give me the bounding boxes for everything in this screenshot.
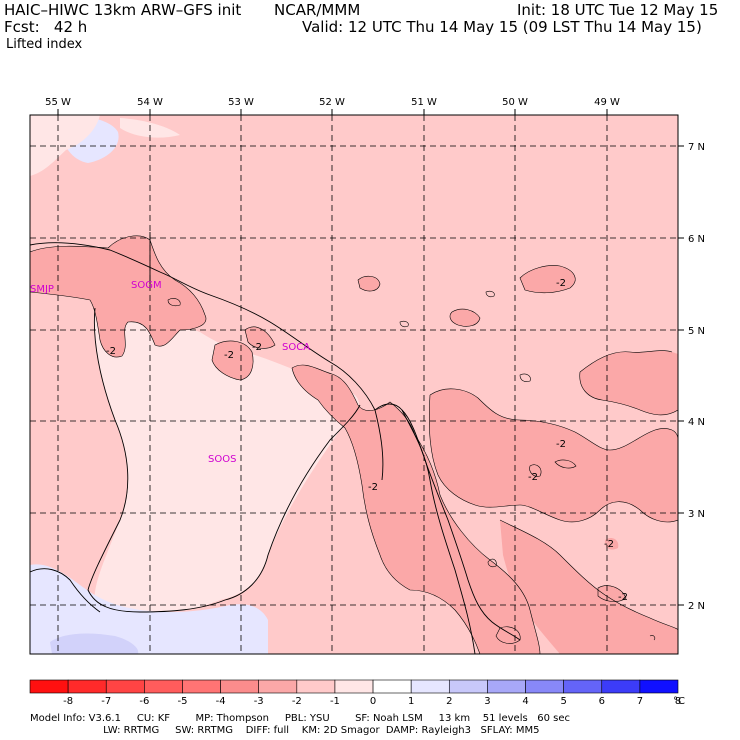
colorbar-swatch [448, 679, 488, 694]
colorbar-tick-label: 6 [599, 696, 605, 707]
contour-label: -2 [618, 592, 628, 603]
colorbar-tick-label: 4 [522, 696, 528, 707]
colorbar-tick-label: -7 [101, 696, 111, 707]
colorbar-tick-label: 2 [446, 696, 452, 707]
init-time: Init: 18 UTC Tue 12 May 15 [517, 1, 719, 19]
colorbar-unit: °C [673, 696, 685, 707]
colorbar-tick-label: -6 [139, 696, 149, 707]
colorbar-tick-label: 1 [408, 696, 414, 707]
lon-label: 50 W [502, 97, 528, 108]
colorbar-swatch [525, 679, 564, 694]
colorbar-tick-label: -1 [330, 696, 340, 707]
map-field [30, 115, 678, 654]
graticule [30, 115, 678, 654]
footer-line-1: Model Info: V3.6.1 CU: KF MP: Thompson P… [30, 713, 570, 724]
lon-label: 49 W [594, 97, 620, 108]
lon-label: 51 W [411, 97, 437, 108]
colorbar-tick-label: -4 [216, 696, 226, 707]
colorbar-swatch [220, 679, 260, 694]
colorbar-swatch [334, 679, 374, 694]
colorbar-swatch [296, 679, 336, 694]
field-mid-coastal [292, 364, 540, 654]
colorbar-swatch [410, 679, 450, 694]
field-mid-ne4 [604, 537, 619, 550]
contour-label: -2 [556, 278, 566, 289]
colorbar-swatch [601, 679, 641, 694]
lat-label: 6 N [688, 234, 705, 245]
tick-marks [57, 109, 684, 606]
colorbar-tick-label: 0 [370, 696, 376, 707]
colorbar-tick-label: 5 [560, 696, 566, 707]
field-mid-blob1 [212, 340, 254, 380]
lat-label: 3 N [688, 509, 705, 520]
colorbar-swatch [487, 679, 526, 694]
map-frame [29, 114, 679, 655]
colorbar-tick-label: 7 [637, 696, 643, 707]
org-label: NCAR/MMM [274, 1, 361, 19]
colorbar-tick-label: -5 [177, 696, 187, 707]
model-title: HAIC–HIWC 13km ARW–GFS init [4, 1, 242, 19]
lon-label: 54 W [137, 97, 163, 108]
footer-line-2: LW: RRTMG SW: RRTMG DIFF: full KM: 2D Sm… [30, 725, 540, 736]
lon-label: 52 W [319, 97, 345, 108]
station-soos: SOOS [208, 454, 236, 465]
field-cool-core [50, 633, 139, 654]
contour-label: -2 [106, 346, 116, 357]
contour-label: -2 [604, 539, 614, 550]
contour-label: -2 [252, 342, 262, 353]
colorbar: -8 -7 -6 -5 -4 -3 -2 -1 0 1 2 3 4 5 6 7 8 [29, 679, 681, 707]
colorbar-swatch [563, 679, 603, 694]
colorbar-swatch [29, 679, 69, 694]
field-pale-topleft [30, 115, 100, 176]
colorbar-swatch [372, 679, 412, 694]
lat-label: 4 N [688, 417, 705, 428]
station-soca: SOCA [282, 342, 310, 353]
lon-label: 53 W [228, 97, 254, 108]
contour-label: -2 [556, 439, 566, 450]
station-smjp: SMJP [30, 284, 54, 295]
field-mid-blob2 [245, 326, 275, 349]
colorbar-tick-label: -2 [292, 696, 302, 707]
contour-label: -2 [224, 350, 234, 361]
colorbar-swatch [105, 679, 145, 694]
colorbar-tick-label: -3 [254, 696, 264, 707]
colorbar-swatch [67, 679, 107, 694]
colorbar-tick-label: -8 [63, 696, 73, 707]
lat-label: 2 N [688, 601, 705, 612]
contour-label: -2 [528, 472, 538, 483]
colorbar-swatch [182, 679, 221, 694]
colorbar-tick-label: 8 [675, 696, 681, 707]
field-mid-farest [579, 350, 678, 415]
field-mid-nw [30, 235, 206, 358]
field-mid-ne2 [358, 276, 380, 292]
lon-label: 55 W [45, 97, 71, 108]
field-name: Lifted index [6, 37, 83, 52]
field-pale-lower [150, 514, 263, 552]
field-mid-east [429, 388, 678, 522]
colorbar-swatch [639, 679, 679, 694]
field-mid-se [500, 520, 678, 654]
colorbar-swatch [258, 679, 298, 694]
forecast-hour: Fcst: 42 h [4, 18, 88, 36]
colorbar-tick-label: 3 [484, 696, 490, 707]
field-mid-ne1 [520, 265, 576, 293]
contour-label: -2 [368, 482, 378, 493]
lat-label: 7 N [688, 142, 705, 153]
valid-time: Valid: 12 UTC Thu 14 May 15 (09 LST Thu … [302, 18, 702, 36]
field-cool-bottomleft [30, 564, 268, 654]
field-mid-ne3 [450, 309, 480, 327]
lat-label: 5 N [688, 326, 705, 337]
colorbar-swatch [144, 679, 183, 694]
station-sogm: SOGM [131, 280, 162, 291]
